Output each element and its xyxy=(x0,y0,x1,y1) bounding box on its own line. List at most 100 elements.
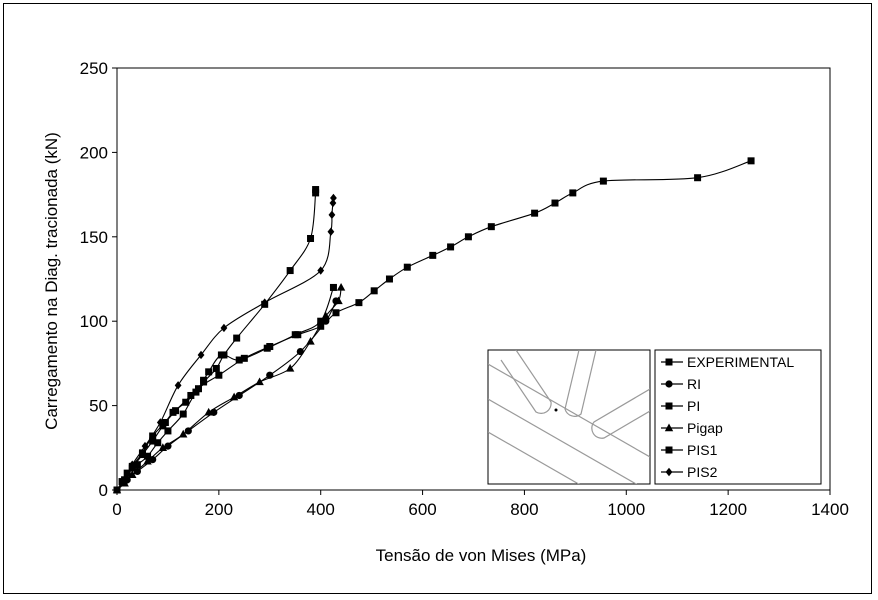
legend-item-pis2: PIS2 xyxy=(661,464,718,480)
data-point-experimental xyxy=(317,322,325,330)
legend-item-pis1: PIS1 xyxy=(661,442,718,458)
data-point-pi xyxy=(291,331,299,339)
data-point-experimental xyxy=(179,410,187,418)
data-point-pis1 xyxy=(187,391,195,399)
axes-layer: 0 200 400 600 800 1000 1200 1400 0 50 100 150 200 250 xyxy=(80,59,849,519)
y-axis-title: Carregamento na Diag. tracionada (kN) xyxy=(42,132,61,430)
data-point-pis2 xyxy=(141,441,149,451)
inset-joint-sketch xyxy=(487,349,651,485)
data-point-pigap xyxy=(334,296,343,305)
legend-label-pis2: PIS2 xyxy=(687,464,718,480)
data-point-pis1 xyxy=(200,378,208,386)
series-pigap xyxy=(112,282,346,494)
series-layer xyxy=(112,157,755,495)
y-tick-label: 250 xyxy=(80,59,108,78)
x-tick-label: 400 xyxy=(307,500,335,519)
plot-area-border xyxy=(116,67,831,491)
data-point-experimental xyxy=(487,223,495,231)
legend-marker-experimental xyxy=(665,358,673,366)
data-point-experimental xyxy=(370,287,378,295)
data-point-experimental xyxy=(531,209,539,217)
data-point-pis2 xyxy=(327,227,335,236)
legend-marker-pigap xyxy=(664,423,674,432)
data-point-experimental xyxy=(569,189,577,197)
data-point-pis2 xyxy=(317,266,325,275)
data-point-experimental xyxy=(385,275,393,283)
data-point-ri xyxy=(235,391,243,400)
data-point-experimental xyxy=(144,452,152,460)
x-tick-label: 1400 xyxy=(811,500,849,519)
data-point-pi xyxy=(182,398,190,406)
data-point-experimental xyxy=(447,243,455,251)
data-point-pigap xyxy=(255,377,264,386)
legend-box xyxy=(654,349,822,485)
data-point-pis1 xyxy=(212,364,220,372)
data-point-pigap xyxy=(306,336,315,345)
data-point-experimental xyxy=(694,174,702,182)
data-point-pigap xyxy=(336,282,346,291)
data-point-pis2 xyxy=(220,323,228,333)
legend-marker-ri xyxy=(665,380,673,388)
legend-label-pi: PI xyxy=(687,398,700,414)
data-point-pis2 xyxy=(174,381,182,390)
x-tick-label: 200 xyxy=(205,500,233,519)
y-tick-label: 50 xyxy=(89,397,108,416)
x-tick-label: 1200 xyxy=(709,500,747,519)
data-point-pi xyxy=(317,317,325,325)
data-point-pis2 xyxy=(329,198,337,208)
data-point-pis2 xyxy=(128,460,136,469)
legend-label-ri: RI xyxy=(687,376,701,392)
data-point-pigap xyxy=(179,429,188,438)
data-point-pis1 xyxy=(138,449,146,457)
data-point-pis1 xyxy=(307,234,315,242)
data-point-pis2 xyxy=(197,350,205,360)
data-point-experimental xyxy=(403,263,411,271)
data-point-pigap xyxy=(143,456,152,465)
x-tick-label: 800 xyxy=(510,500,538,519)
data-point-pis2 xyxy=(328,210,336,220)
data-point-pis1 xyxy=(172,407,180,415)
data-point-pis1 xyxy=(233,334,241,342)
data-point-pi xyxy=(192,388,200,396)
x-axis-title: Tensão de von Mises (MPa) xyxy=(376,546,587,565)
legend-marker-pis1 xyxy=(665,446,673,454)
data-point-pis2 xyxy=(121,475,129,485)
chart-svg: 0 200 400 600 800 1000 1200 1400 0 50 100 150 200 250… xyxy=(42,59,849,565)
data-point-experimental xyxy=(332,309,340,317)
legend-label-pigap: Pigap xyxy=(687,420,723,436)
x-tick-label: 1000 xyxy=(607,500,645,519)
legend-item-ri: RI xyxy=(661,376,701,392)
series-pis2 xyxy=(113,193,337,495)
data-point-experimental xyxy=(464,233,472,241)
data-point-pis1 xyxy=(220,351,228,359)
legend-item-experimental: EXPERIMENTAL xyxy=(661,354,794,370)
data-point-pis1 xyxy=(149,432,157,440)
data-point-pi xyxy=(263,344,271,352)
legend: EXPERIMENTAL RI PI Pigap PIS1 PIS2 xyxy=(654,349,822,485)
data-point-pi xyxy=(329,283,337,291)
data-point-experimental xyxy=(429,251,437,259)
data-point-experimental xyxy=(215,371,223,379)
data-point-pis2 xyxy=(261,298,269,307)
data-point-ri xyxy=(164,442,172,450)
legend-label-pis1: PIS1 xyxy=(687,442,718,458)
y-tick-label: 0 xyxy=(99,481,108,500)
x-tick-label: 0 xyxy=(112,500,121,519)
data-point-pigap xyxy=(128,470,137,479)
legend-marker-pi xyxy=(665,402,673,410)
data-point-pis1 xyxy=(312,186,320,194)
data-point-pigap xyxy=(285,363,295,372)
data-point-experimental xyxy=(551,199,559,207)
data-point-pis1 xyxy=(161,418,169,426)
data-point-experimental xyxy=(154,439,162,447)
data-point-pi xyxy=(205,368,213,376)
series-experimental xyxy=(113,157,755,494)
data-point-experimental xyxy=(123,469,131,477)
data-point-pigap xyxy=(204,407,213,416)
data-point-pigap xyxy=(229,392,239,401)
y-tick-label: 200 xyxy=(80,143,108,162)
data-point-pi xyxy=(149,437,157,445)
legend-item-pigap: Pigap xyxy=(661,420,723,436)
data-point-pis2 xyxy=(330,193,337,203)
legend-item-pi: PI xyxy=(661,398,700,414)
